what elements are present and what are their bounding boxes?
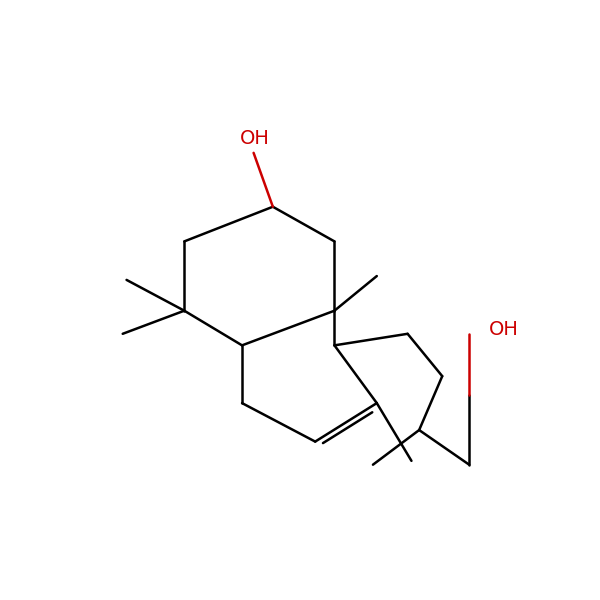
Text: OH: OH: [240, 130, 270, 148]
Text: OH: OH: [488, 320, 518, 340]
